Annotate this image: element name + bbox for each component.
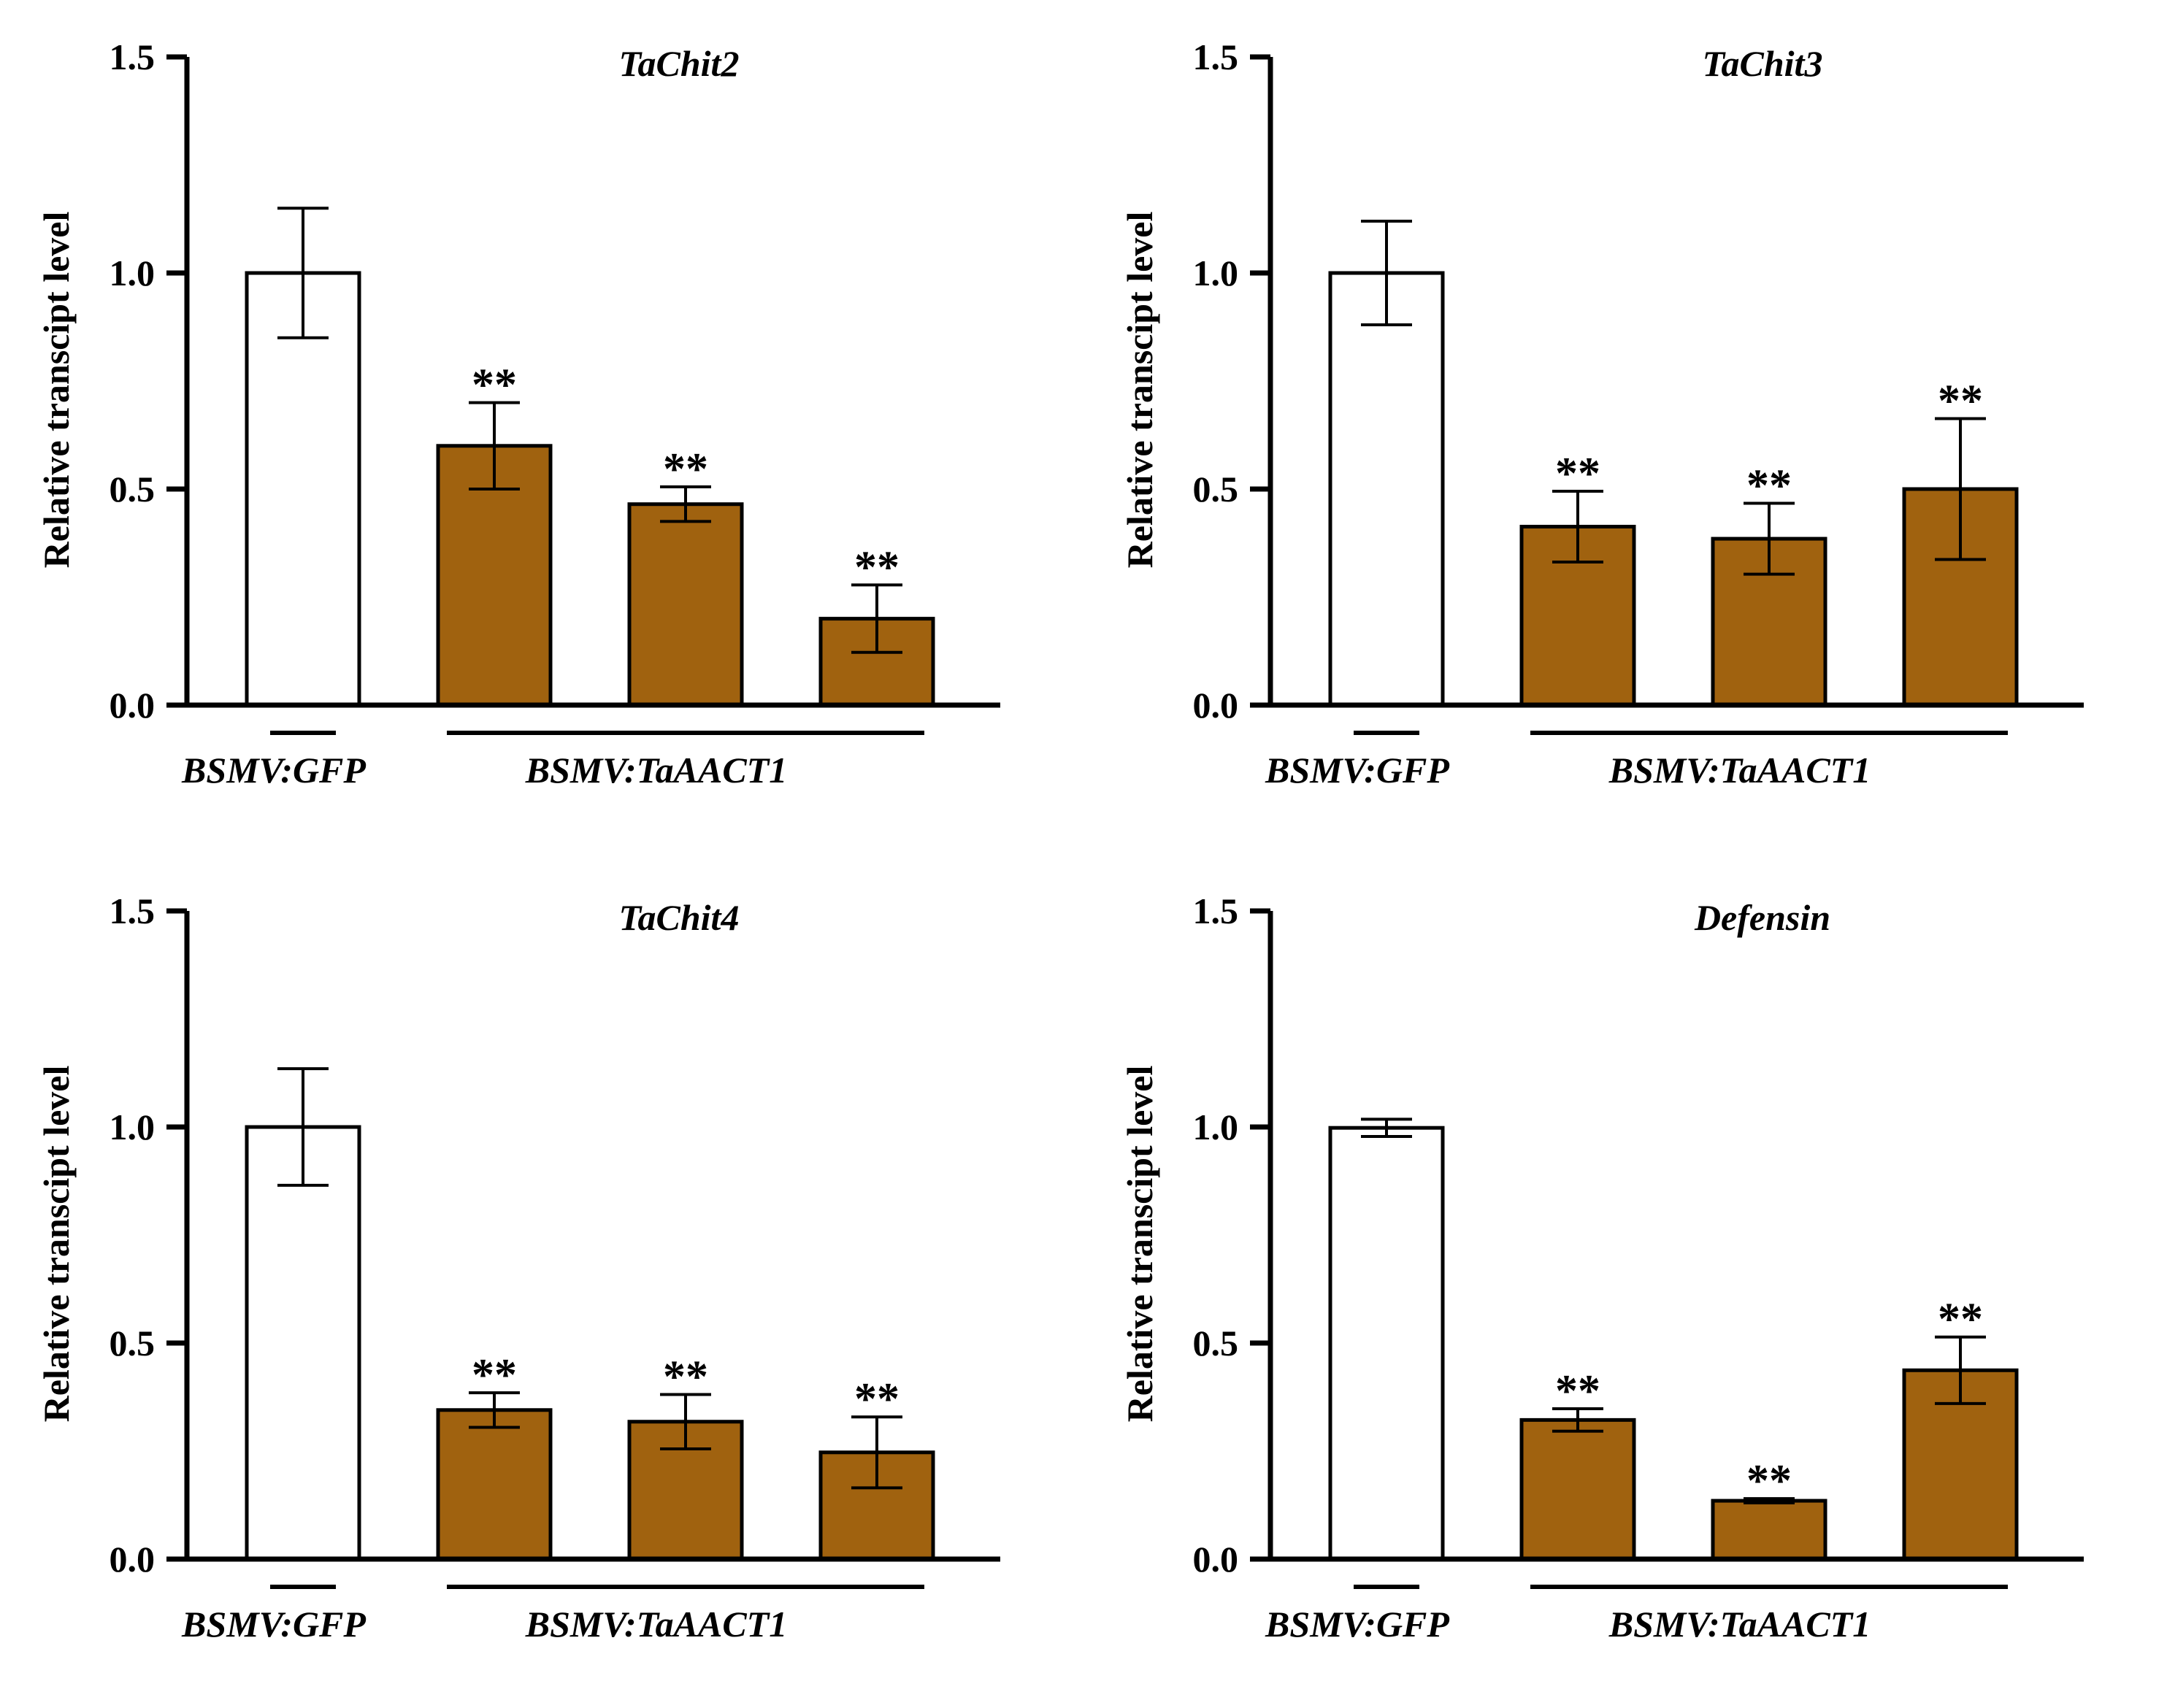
significance-label: ** — [1746, 461, 1792, 511]
y-tick-label: 1.5 — [1193, 36, 1239, 77]
group-label: BSMV:GFP — [181, 750, 366, 790]
chart-tachit3: TaChit3 Relative transcipt level 0.0 0.5 1.0… — [1119, 36, 2084, 790]
significance-label: ** — [1938, 1295, 1983, 1345]
y-tick-label: 0.5 — [1193, 1323, 1239, 1363]
y-axis-label: Relative transcipt level — [36, 212, 77, 569]
significance-label: ** — [663, 1352, 708, 1401]
y-tick-label: 0.0 — [1193, 1539, 1239, 1580]
group-label: BSMV:GFP — [1265, 750, 1449, 790]
y-tick-label: 0.5 — [1193, 469, 1239, 509]
bar — [245, 271, 361, 707]
bar — [1711, 1499, 1827, 1561]
significance-label: ** — [854, 1374, 900, 1424]
chart-title: TaChit4 — [619, 897, 740, 938]
significance-label: ** — [1555, 1366, 1600, 1416]
chart-title: Defensin — [1694, 897, 1830, 938]
y-tick-label: 1.0 — [1193, 253, 1239, 293]
bar — [1328, 271, 1445, 707]
y-tick-label: 0.0 — [110, 1539, 156, 1580]
y-axis-label: Relative transcipt level — [1119, 212, 1160, 569]
significance-label: ** — [854, 542, 900, 592]
chart-tachit4: TaChit4 Relative transcipt level 0.0 0.5 1.0… — [36, 890, 1000, 1644]
bar — [1328, 1126, 1445, 1561]
bar — [436, 1408, 553, 1561]
y-tick-label: 1.5 — [1193, 890, 1239, 931]
significance-label: ** — [1746, 1456, 1792, 1506]
y-tick-label: 0.5 — [110, 469, 156, 509]
significance-label: ** — [663, 445, 708, 494]
group-label: BSMV:TaAACT1 — [525, 750, 787, 790]
y-tick-label: 1.0 — [110, 253, 156, 293]
significance-label: ** — [472, 361, 517, 410]
y-axis-label: Relative transcipt level — [36, 1066, 77, 1423]
bar — [818, 1450, 935, 1561]
bar — [1519, 1417, 1636, 1561]
y-tick-label: 0.0 — [1193, 685, 1239, 726]
chart-defensin: Defensin Relative transcipt level 0.0 0.5 1.… — [1119, 890, 2084, 1644]
group-label: BSMV:GFP — [181, 1604, 366, 1644]
chart-title: TaChit3 — [1703, 43, 1823, 84]
group-label: BSMV:TaAACT1 — [1608, 750, 1871, 790]
group-label: BSMV:TaAACT1 — [1608, 1604, 1871, 1644]
y-tick-label: 0.5 — [110, 1323, 156, 1363]
group-label: BSMV:TaAACT1 — [525, 1604, 787, 1644]
significance-label: ** — [472, 1350, 517, 1400]
significance-label: ** — [1555, 449, 1600, 499]
bar — [627, 502, 744, 707]
y-axis-label: Relative transcipt level — [1119, 1066, 1160, 1423]
y-tick-label: 0.0 — [110, 685, 156, 726]
y-tick-label: 1.0 — [110, 1107, 156, 1147]
y-tick-label: 1.5 — [110, 36, 156, 77]
chart-title: TaChit2 — [619, 43, 740, 84]
y-tick-label: 1.0 — [1193, 1107, 1239, 1147]
y-tick-label: 1.5 — [110, 890, 156, 931]
bar — [245, 1125, 361, 1561]
bar — [818, 617, 935, 707]
chart-tachit2: TaChit2 Relative transcipt level 0.0 0.5 1.0… — [36, 36, 1000, 790]
group-label: BSMV:GFP — [1265, 1604, 1449, 1644]
significance-label: ** — [1938, 377, 1983, 426]
